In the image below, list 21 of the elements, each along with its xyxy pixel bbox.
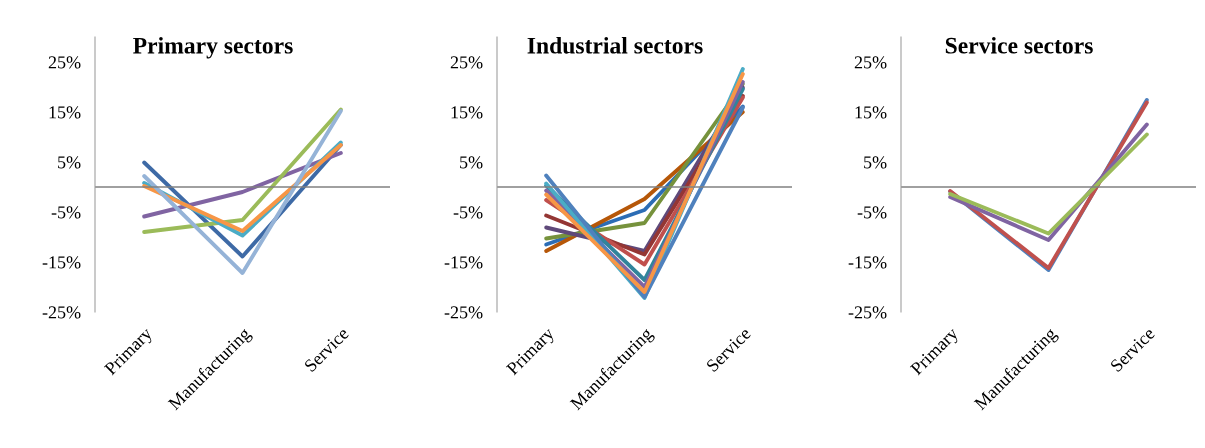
y-tick-label: -15% <box>848 256 887 269</box>
y-tick-label: 5% <box>864 156 887 169</box>
y-tick-label: -25% <box>444 306 483 319</box>
y-tick-label: 25% <box>48 56 81 69</box>
y-tick-label: -5% <box>857 206 887 219</box>
y-tick-label: 15% <box>451 106 483 119</box>
y-tick-label: 15% <box>855 106 887 119</box>
chart-title: Primary sectors <box>133 37 293 59</box>
y-tick-label: -15% <box>444 256 483 269</box>
y-tick-label: -25% <box>42 306 81 319</box>
y-tick-label: -25% <box>848 306 887 319</box>
y-tick-label: -5% <box>51 206 81 219</box>
chart-title: Service sectors <box>945 37 1093 54</box>
y-tick-label: 15% <box>49 106 81 119</box>
chart-title: Industrial sectors <box>527 37 703 54</box>
y-tick-label: -15% <box>42 256 81 269</box>
y-tick-label: 25% <box>854 56 887 69</box>
y-tick-label: 25% <box>450 56 483 69</box>
y-tick-label: 5% <box>460 156 483 169</box>
y-tick-label: -5% <box>453 206 483 219</box>
y-tick-label: 5% <box>58 156 81 169</box>
